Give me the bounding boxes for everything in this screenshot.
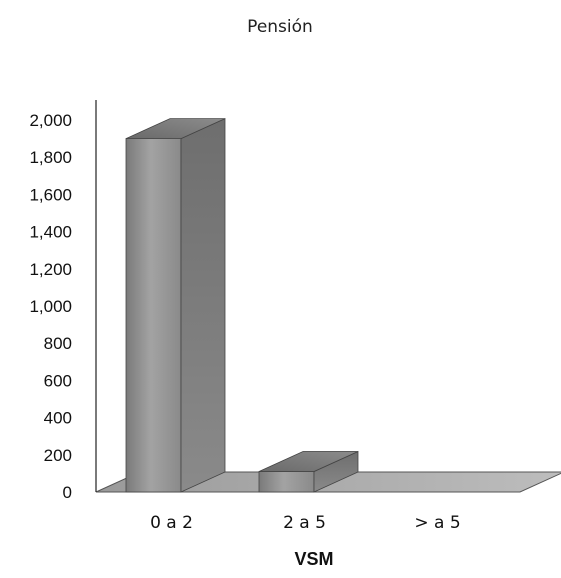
bar-front <box>125 138 182 493</box>
x-tick-label: > a 5 <box>414 513 460 533</box>
y-axis-ticks: 0 200 400 600 800 1,000 1,200 1,400 1,600 1,800 2,… <box>29 111 72 502</box>
y-tick-label: 1,600 <box>29 185 72 204</box>
bar <box>125 117 226 493</box>
x-axis-title: VSM <box>294 549 333 569</box>
bar-top <box>258 451 359 472</box>
y-tick-label: 400 <box>44 409 72 428</box>
x-tick-label: 2 a 5 <box>283 513 326 533</box>
y-tick-label: 1,000 <box>29 297 72 316</box>
y-tick-label: 1,800 <box>29 148 72 167</box>
y-tick-label: 2,000 <box>29 111 72 130</box>
y-tick-label: 1,400 <box>29 223 72 242</box>
bar-side <box>180 117 226 493</box>
y-tick-label: 200 <box>44 446 72 465</box>
y-tick-label: 600 <box>44 371 72 390</box>
bar-series <box>125 117 359 493</box>
x-axis-ticks: 0 a 2 2 a 5 > a 5 <box>150 513 461 533</box>
x-tick-label: 0 a 2 <box>150 513 193 533</box>
bar-front <box>258 471 315 493</box>
y-tick-label: 1,200 <box>29 260 72 279</box>
chart-title: Pensión <box>247 17 313 37</box>
y-tick-label: 0 <box>63 483 72 502</box>
y-tick-label: 800 <box>44 334 72 353</box>
bar <box>258 450 359 493</box>
bar-top <box>125 118 226 140</box>
